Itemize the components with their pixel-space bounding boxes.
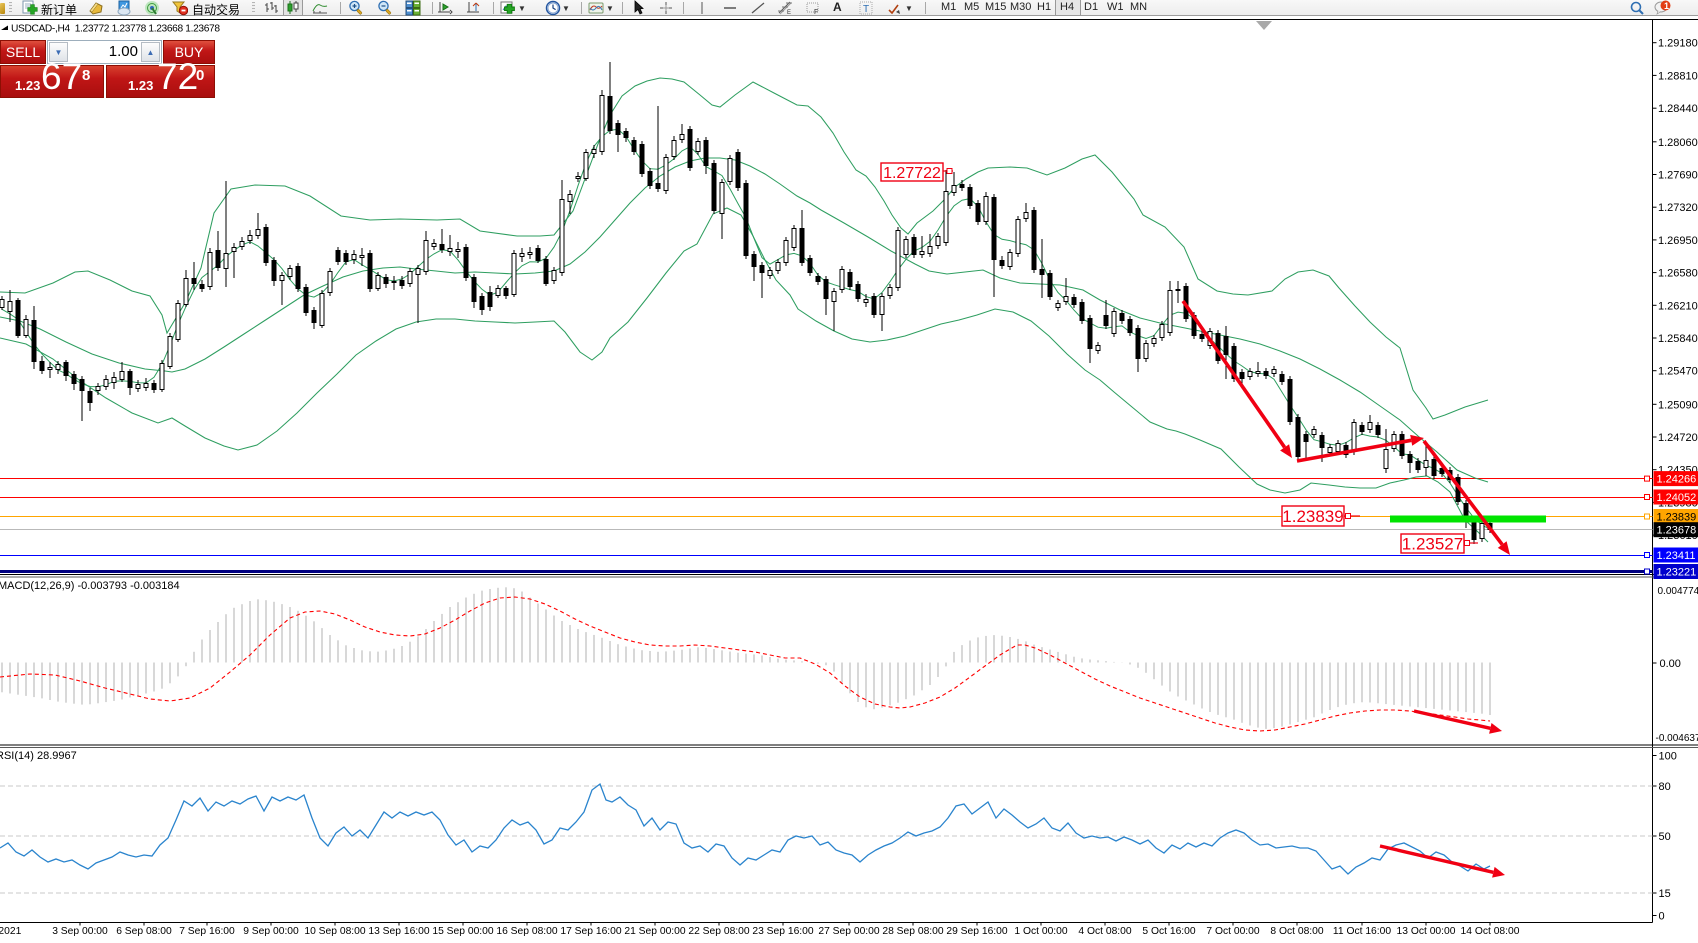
svg-text:1.28060: 1.28060 — [1658, 137, 1698, 149]
svg-text:1.25090: 1.25090 — [1658, 399, 1698, 411]
svg-text:23 Sep 16:00: 23 Sep 16:00 — [752, 926, 814, 937]
svg-text:1.23678: 1.23678 — [1657, 525, 1697, 537]
svg-text:1.23839: 1.23839 — [1282, 507, 1343, 526]
svg-text:1.26210: 1.26210 — [1658, 300, 1698, 312]
svg-text:14 Oct 08:00: 14 Oct 08:00 — [1461, 926, 1520, 937]
svg-text:RSI(14) 28.9967: RSI(14) 28.9967 — [0, 750, 77, 762]
svg-text:21 Sep 00:00: 21 Sep 00:00 — [624, 926, 686, 937]
svg-text:-0.004637: -0.004637 — [1656, 733, 1698, 744]
svg-text:29 Sep 16:00: 29 Sep 16:00 — [946, 926, 1008, 937]
svg-text:2 Sep 2021: 2 Sep 2021 — [0, 926, 22, 937]
svg-text:1.25840: 1.25840 — [1658, 333, 1698, 345]
svg-text:1.24052: 1.24052 — [1657, 492, 1697, 504]
svg-text:1.28440: 1.28440 — [1658, 103, 1698, 115]
svg-text:17 Sep 16:00: 17 Sep 16:00 — [560, 926, 622, 937]
svg-text:1.26580: 1.26580 — [1658, 268, 1698, 280]
svg-text:27 Sep 00:00: 27 Sep 00:00 — [818, 926, 880, 937]
svg-text:9 Sep 00:00: 9 Sep 00:00 — [243, 926, 299, 937]
svg-text:50: 50 — [1659, 831, 1671, 843]
svg-text:7 Oct 00:00: 7 Oct 00:00 — [1206, 926, 1260, 937]
svg-text:1.27690: 1.27690 — [1658, 170, 1698, 182]
svg-text:0.004774: 0.004774 — [1658, 586, 1698, 597]
svg-text:1.23839: 1.23839 — [1657, 512, 1697, 524]
svg-text:1.24720: 1.24720 — [1658, 432, 1698, 444]
svg-text:1.27722: 1.27722 — [883, 165, 941, 182]
svg-text:1.25470: 1.25470 — [1658, 366, 1698, 378]
svg-text:16 Sep 08:00: 16 Sep 08:00 — [496, 926, 558, 937]
svg-text:1.24266: 1.24266 — [1657, 474, 1697, 486]
svg-text:7 Sep 16:00: 7 Sep 16:00 — [179, 926, 235, 937]
svg-text:1.28810: 1.28810 — [1658, 70, 1698, 82]
svg-text:5 Oct 16:00: 5 Oct 16:00 — [1142, 926, 1196, 937]
svg-text:1.27320: 1.27320 — [1658, 202, 1698, 214]
svg-text:4 Oct 08:00: 4 Oct 08:00 — [1078, 926, 1132, 937]
svg-text:15: 15 — [1659, 888, 1671, 900]
svg-text:10 Sep 08:00: 10 Sep 08:00 — [304, 926, 366, 937]
svg-text:USDCAD-,H4 1.23772 1.23778 1.: USDCAD-,H4 1.23772 1.23778 1.23668 1.236… — [11, 24, 220, 35]
svg-text:13 Sep 16:00: 13 Sep 16:00 — [368, 926, 430, 937]
svg-text:1.23411: 1.23411 — [1657, 550, 1696, 562]
svg-text:28 Sep 08:00: 28 Sep 08:00 — [882, 926, 944, 937]
svg-text:0.00: 0.00 — [1660, 658, 1681, 670]
svg-text:100: 100 — [1659, 751, 1677, 763]
svg-text:3 Sep 00:00: 3 Sep 00:00 — [52, 926, 108, 937]
svg-text:1 Oct 00:00: 1 Oct 00:00 — [1014, 926, 1068, 937]
svg-text:22 Sep 08:00: 22 Sep 08:00 — [688, 926, 750, 937]
svg-text:15 Sep 00:00: 15 Sep 00:00 — [432, 926, 494, 937]
svg-text:80: 80 — [1659, 781, 1671, 793]
svg-text:13 Oct 00:00: 13 Oct 00:00 — [1397, 926, 1456, 937]
svg-text:6 Sep 08:00: 6 Sep 08:00 — [116, 926, 172, 937]
svg-text:1.29180: 1.29180 — [1658, 38, 1698, 50]
svg-text:1.23221: 1.23221 — [1657, 567, 1697, 579]
svg-text:1.26950: 1.26950 — [1658, 235, 1698, 247]
svg-text:MACD(12,26,9) -0.003793 -0.003: MACD(12,26,9) -0.003793 -0.003184 — [0, 580, 180, 592]
svg-text:11 Oct 16:00: 11 Oct 16:00 — [1333, 926, 1391, 937]
svg-text:1.23527: 1.23527 — [1402, 535, 1463, 554]
svg-text:0: 0 — [1659, 911, 1665, 923]
svg-text:8 Oct 08:00: 8 Oct 08:00 — [1270, 926, 1324, 937]
